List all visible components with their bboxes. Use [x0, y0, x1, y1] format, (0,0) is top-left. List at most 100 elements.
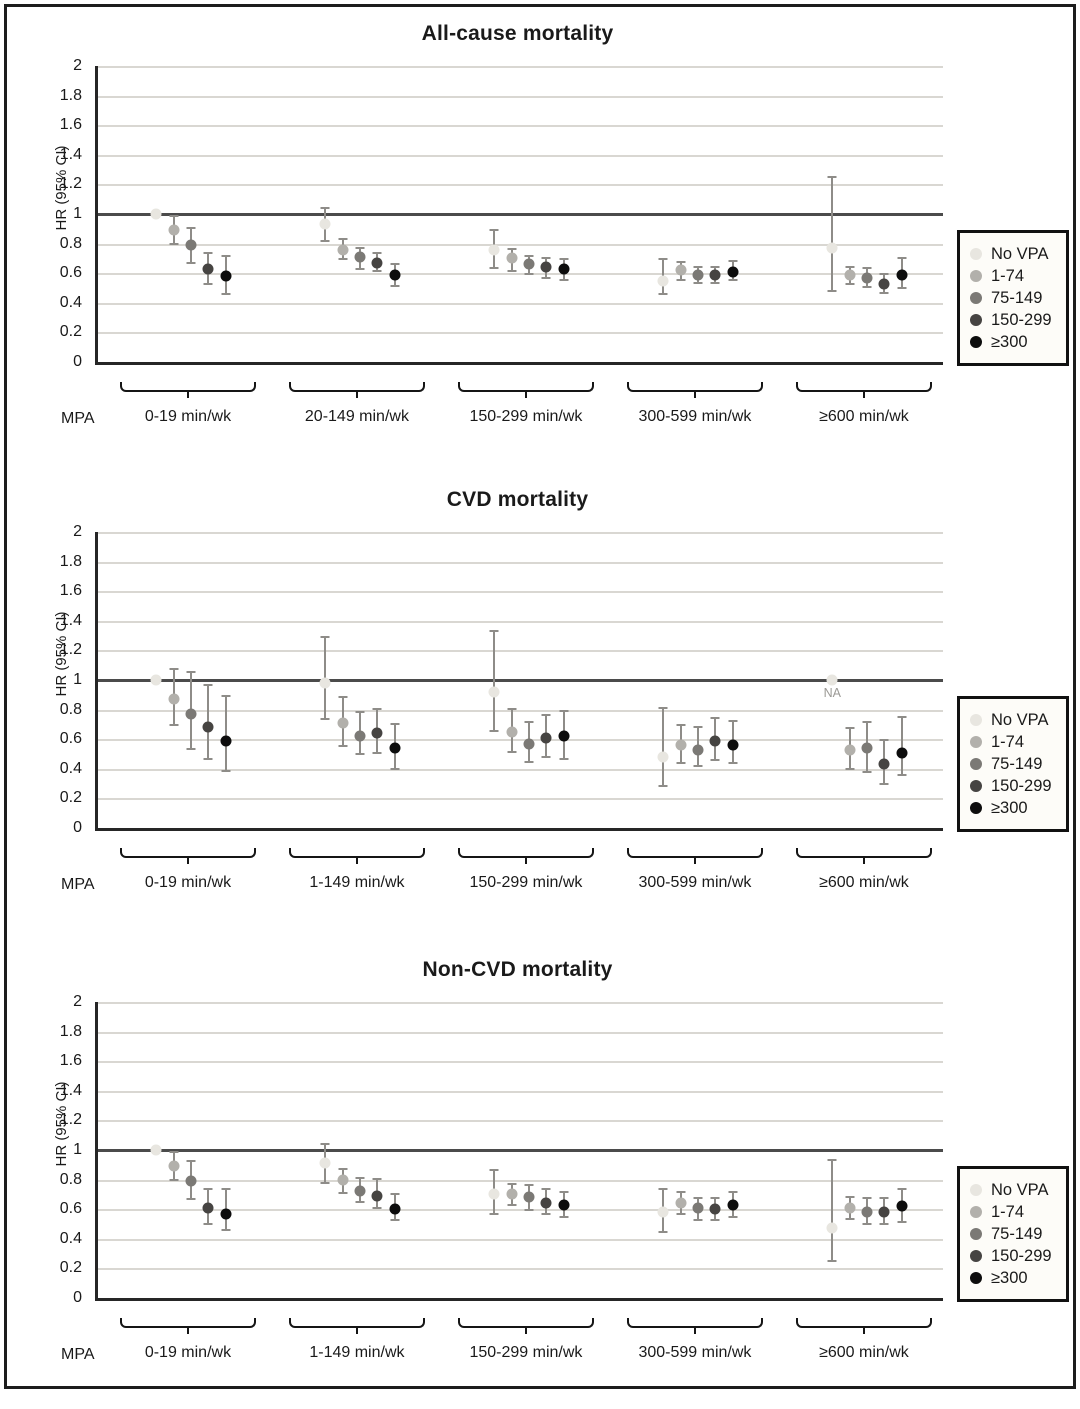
x-axis: MPA 0-19 min/wk 20-149 min/wk 150-299 min/… [61, 376, 940, 451]
data-point [220, 270, 232, 282]
data-point [878, 758, 890, 770]
data-point [657, 751, 669, 763]
data-point [826, 1222, 838, 1234]
y-tick-label: 0.4 [59, 759, 82, 777]
legend-dot-icon [970, 736, 982, 748]
y-tick-label: 1 [73, 205, 82, 222]
y-tick-label: 1.6 [59, 1052, 82, 1070]
group-bracket [119, 382, 256, 392]
legend-label: 1-74 [991, 267, 1025, 285]
gridline [98, 561, 943, 564]
data-point [220, 735, 232, 747]
group-bracket [119, 1318, 256, 1328]
ci-whisker [831, 1158, 834, 1263]
data-point [826, 242, 838, 254]
ci-whisker [493, 629, 496, 732]
y-tick-label: 1.2 [59, 1111, 82, 1129]
gridline [98, 95, 943, 98]
legend: No VPA 1-74 75-149 150-299 ≥300 [957, 696, 1069, 832]
y-axis-ticks: 2 1.8 1.6 1.4 1.2 1 0.8 0.6 0.4 0.2 0 [30, 993, 82, 1306]
data-point [896, 747, 908, 759]
legend-label: 150-299 [991, 311, 1052, 329]
group-bracket [288, 848, 425, 858]
group-bracket [795, 382, 932, 392]
y-tick-label: 0.6 [59, 264, 82, 282]
data-point [371, 727, 383, 739]
legend-label: ≥300 [991, 333, 1028, 351]
gridline [98, 184, 943, 187]
legend-item: 150-299 [970, 777, 1056, 795]
legend-item: 75-149 [970, 755, 1056, 773]
na-annotation: NA [823, 686, 842, 700]
legend-dot-icon [970, 314, 982, 326]
data-point [692, 1202, 704, 1214]
category-label: 300-599 min/wk [638, 1344, 752, 1361]
y-tick-label: 0.2 [59, 1259, 82, 1277]
gridline [98, 1002, 943, 1004]
plot-area: NA [95, 532, 943, 831]
category-label: 150-299 min/wk [469, 1344, 583, 1361]
legend-label: 75-149 [991, 1225, 1043, 1243]
legend-label: ≥300 [991, 1269, 1028, 1287]
y-tick-label: 0.4 [59, 293, 82, 311]
data-point [709, 735, 721, 747]
group-bracket [288, 382, 425, 392]
y-tick-label: 0.8 [59, 234, 82, 252]
y-tick-label: 1.8 [59, 552, 82, 570]
y-axis-ticks: 2 1.8 1.6 1.4 1.2 1 0.8 0.6 0.4 0.2 0 [30, 57, 82, 370]
ci-whisker [900, 715, 903, 777]
gridline [98, 1268, 943, 1271]
data-point [168, 224, 180, 236]
data-point [896, 1200, 908, 1212]
data-point [844, 744, 856, 756]
data-point [727, 266, 739, 278]
data-point [506, 1188, 518, 1200]
legend-item: ≥300 [970, 799, 1056, 817]
x-axis-label: MPA [61, 876, 95, 893]
y-tick-label: 1.4 [59, 1081, 82, 1099]
legend-item: 75-149 [970, 289, 1056, 307]
y-tick-label: 2 [73, 57, 82, 74]
gridline [98, 1179, 943, 1182]
legend-item: 1-74 [970, 267, 1056, 285]
data-point [354, 730, 366, 742]
gridline [98, 739, 943, 742]
reference-line [98, 1149, 943, 1152]
data-point [692, 744, 704, 756]
legend-item: 150-299 [970, 1247, 1056, 1265]
gridline [98, 768, 943, 771]
legend-dot-icon [970, 1228, 982, 1240]
legend-dot-icon [970, 1184, 982, 1196]
group-bracket [626, 382, 763, 392]
data-point [488, 686, 500, 698]
category-label: 0-19 min/wk [144, 874, 232, 891]
category-label: 150-299 min/wk [469, 874, 583, 891]
gridline [98, 798, 943, 801]
x-axis: MPA 0-19 min/wk 1-149 min/wk 150-299 min/w… [61, 1312, 940, 1387]
data-point [523, 1191, 535, 1203]
category-label: ≥600 min/wk [819, 1344, 909, 1361]
legend-label: 1-74 [991, 1203, 1025, 1221]
legend-label: 75-149 [991, 289, 1043, 307]
legend-dot-icon [970, 292, 982, 304]
chart-title: Non-CVD mortality [422, 958, 613, 981]
y-tick-label: 0 [73, 819, 82, 836]
data-point [150, 1144, 162, 1156]
data-point [220, 1208, 232, 1220]
ci-whisker [224, 694, 227, 772]
y-tick-label: 1.6 [59, 116, 82, 134]
y-tick-label: 0.8 [59, 700, 82, 718]
data-point [168, 693, 180, 705]
data-point [202, 1202, 214, 1214]
y-tick-label: 1.2 [59, 641, 82, 659]
legend-item: No VPA [970, 245, 1056, 263]
gridline [98, 1090, 943, 1093]
gridline [98, 1031, 943, 1034]
legend-item: 1-74 [970, 733, 1056, 751]
group-bracket [119, 848, 256, 858]
ci-whisker [662, 706, 665, 787]
category-label: 300-599 min/wk [638, 408, 752, 425]
data-point [389, 1203, 401, 1215]
legend-dot-icon [970, 758, 982, 770]
data-point [523, 258, 535, 270]
